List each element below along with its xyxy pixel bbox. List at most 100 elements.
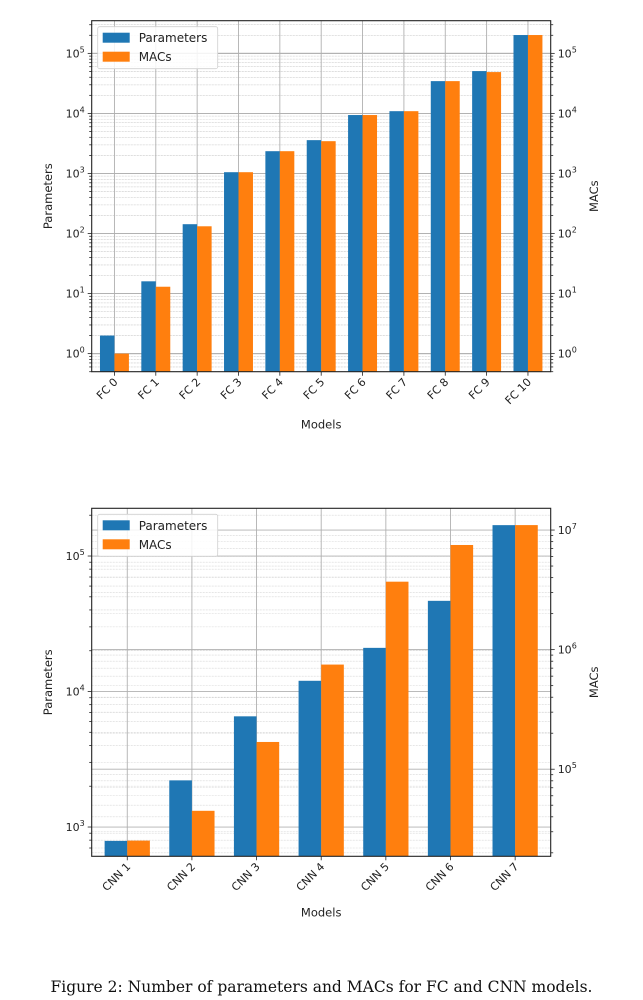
y-tick-label-left: 104: [66, 105, 85, 120]
figure-caption: Figure 2: Number of parameters and MACs …: [50, 978, 593, 996]
tick-base: 10: [558, 288, 572, 301]
x-tick-label: FC 2: [177, 376, 204, 403]
legend-label-parameters: Parameters: [139, 519, 208, 533]
y-tick-label-left: 103: [66, 819, 85, 834]
x-tick-label: FC 4: [259, 376, 286, 403]
tick-base: 10: [66, 47, 80, 60]
bar-macs-fc2: [197, 226, 212, 372]
y-tick-label-left: 105: [66, 45, 85, 60]
tick-exponent: 5: [572, 761, 577, 770]
bar-macs-cnn4: [321, 664, 344, 857]
x-tick-label: CNN 6: [423, 860, 457, 894]
bar-parameters-cnn2: [169, 780, 192, 857]
x-tick-label: CNN 7: [488, 860, 522, 894]
tick-exponent: 2: [80, 226, 85, 235]
bar-macs-fc0: [114, 353, 129, 372]
tick-exponent: 4: [80, 105, 85, 114]
tick-base: 10: [66, 288, 80, 301]
tick-exponent: 3: [80, 819, 85, 828]
legend-label-macs: MACs: [139, 50, 172, 64]
bar-macs-fc9: [486, 72, 502, 372]
bar-macs-fc3: [238, 172, 253, 372]
bar-macs-fc6: [362, 115, 378, 372]
legend-label-parameters: Parameters: [139, 31, 208, 45]
y-tick-label-left: 100: [66, 346, 85, 361]
legend-swatch-macs: [102, 539, 130, 550]
x-tick-label: FC 7: [383, 376, 410, 403]
tick-exponent: 3: [80, 165, 85, 174]
legend-swatch-parameters: [102, 520, 130, 531]
tick-base: 10: [558, 524, 572, 537]
tick-base: 10: [558, 107, 572, 120]
bar-macs-cnn2: [191, 810, 215, 857]
legend-swatch-parameters: [102, 32, 130, 43]
y-tick-label-left: 102: [66, 226, 85, 241]
bar-macs-cnn7: [515, 525, 538, 857]
y-axis-label-right: MACs: [587, 666, 601, 698]
y-tick-label-left: 104: [66, 684, 85, 699]
tick-base: 10: [558, 167, 572, 180]
tick-base: 10: [558, 348, 572, 361]
y-tick-label-right: 103: [558, 165, 577, 180]
bar-parameters-fc7: [389, 111, 404, 372]
y-tick-label-right: 102: [558, 226, 577, 241]
bar-macs-fc4: [279, 151, 295, 372]
x-axis-label: Models: [301, 905, 342, 919]
x-tick-label: CNN 3: [229, 860, 263, 894]
tick-base: 10: [66, 348, 80, 361]
y-tick-label-right: 105: [558, 45, 577, 60]
tick-base: 10: [558, 644, 572, 657]
bar-macs-fc7: [403, 111, 419, 372]
tick-exponent: 5: [80, 45, 85, 54]
tick-base: 10: [558, 763, 572, 776]
bar-parameters-fc2: [182, 224, 198, 372]
bar-parameters-cnn4: [298, 680, 322, 857]
legend-swatch-macs: [102, 51, 130, 62]
bar-parameters-cnn5: [363, 647, 386, 857]
tick-exponent: 0: [80, 346, 85, 355]
tick-base: 10: [558, 228, 572, 241]
bar-parameters-cnn7: [492, 525, 516, 857]
bar-macs-cnn1: [127, 840, 150, 857]
tick-exponent: 3: [572, 165, 577, 174]
bar-parameters-fc5: [306, 140, 322, 372]
bar-parameters-cnn1: [104, 840, 128, 857]
bar-macs-cnn5: [385, 581, 409, 857]
bar-macs-cnn6: [450, 544, 474, 857]
tick-exponent: 2: [572, 226, 577, 235]
bar-parameters-fc10: [513, 35, 528, 372]
y-tick-label-right: 100: [558, 346, 577, 361]
bar-parameters-fc8: [430, 81, 446, 372]
tick-exponent: 6: [572, 642, 577, 651]
bar-parameters-fc0: [99, 335, 115, 372]
y-tick-label-left: 103: [66, 165, 85, 180]
x-axis-label: Models: [301, 418, 342, 432]
bar-parameters-cnn6: [427, 600, 451, 857]
x-tick-label: CNN 2: [164, 860, 198, 894]
x-tick-label: CNN 1: [100, 860, 134, 894]
tick-base: 10: [66, 107, 80, 120]
tick-exponent: 0: [572, 346, 577, 355]
tick-base: 10: [558, 47, 572, 60]
x-tick-label: CNN 4: [294, 860, 328, 894]
legend: Parameters MACs: [97, 513, 219, 557]
y-tick-label-right: 104: [558, 105, 577, 120]
tick-base: 10: [66, 550, 80, 563]
y-tick-label-right: 106: [558, 642, 577, 657]
tick-base: 10: [66, 821, 80, 834]
x-tick-label: FC 0: [94, 376, 121, 403]
bar-macs-fc1: [155, 286, 171, 372]
legend: Parameters MACs: [97, 26, 219, 70]
tick-exponent: 1: [80, 286, 85, 295]
bar-parameters-fc4: [265, 151, 280, 372]
tick-exponent: 7: [572, 522, 577, 531]
tick-exponent: 4: [572, 105, 577, 114]
bar-parameters-fc3: [224, 172, 239, 372]
tick-exponent: 1: [572, 286, 577, 295]
x-tick-label: FC 6: [342, 376, 369, 403]
x-tick-label: CNN 5: [358, 860, 392, 894]
y-axis-label-left: Parameters: [41, 163, 55, 229]
